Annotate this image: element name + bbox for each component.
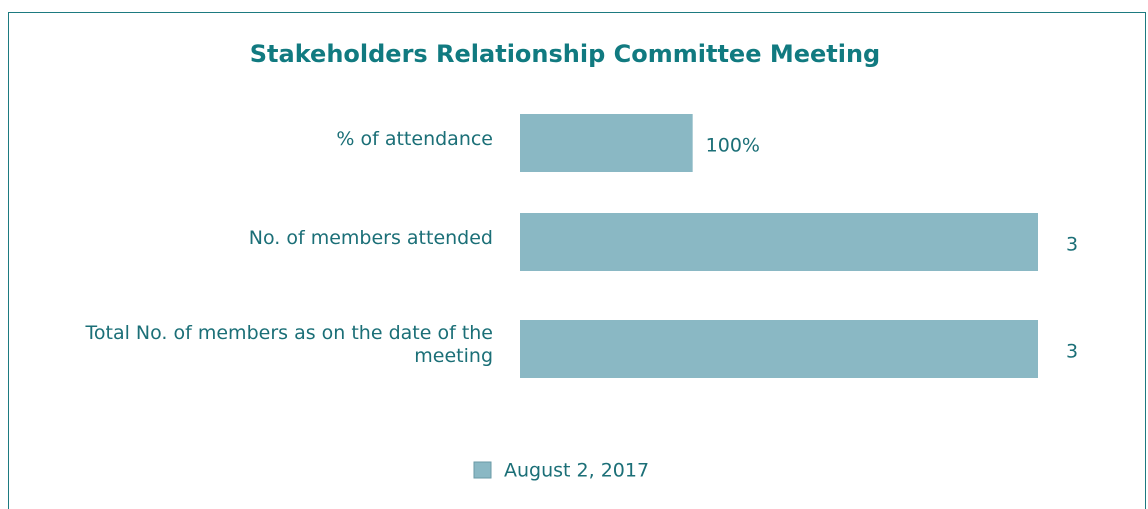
frame xyxy=(8,12,1146,509)
bar xyxy=(520,213,1038,271)
legend-swatch xyxy=(473,461,492,479)
legend-label: August 2, 2017 xyxy=(504,460,649,482)
bar xyxy=(520,114,693,172)
bar xyxy=(520,320,1038,378)
category-label: No. of members attended xyxy=(248,226,493,249)
chart-title: Stakeholders Relationship Committee Meet… xyxy=(250,40,880,68)
value-label: 100% xyxy=(706,135,760,157)
category-label: Total No. of members as on the date of t… xyxy=(85,322,493,367)
value-label: 3 xyxy=(1066,341,1078,363)
category-label: % of attendance xyxy=(336,127,493,150)
value-label: 3 xyxy=(1066,234,1078,256)
